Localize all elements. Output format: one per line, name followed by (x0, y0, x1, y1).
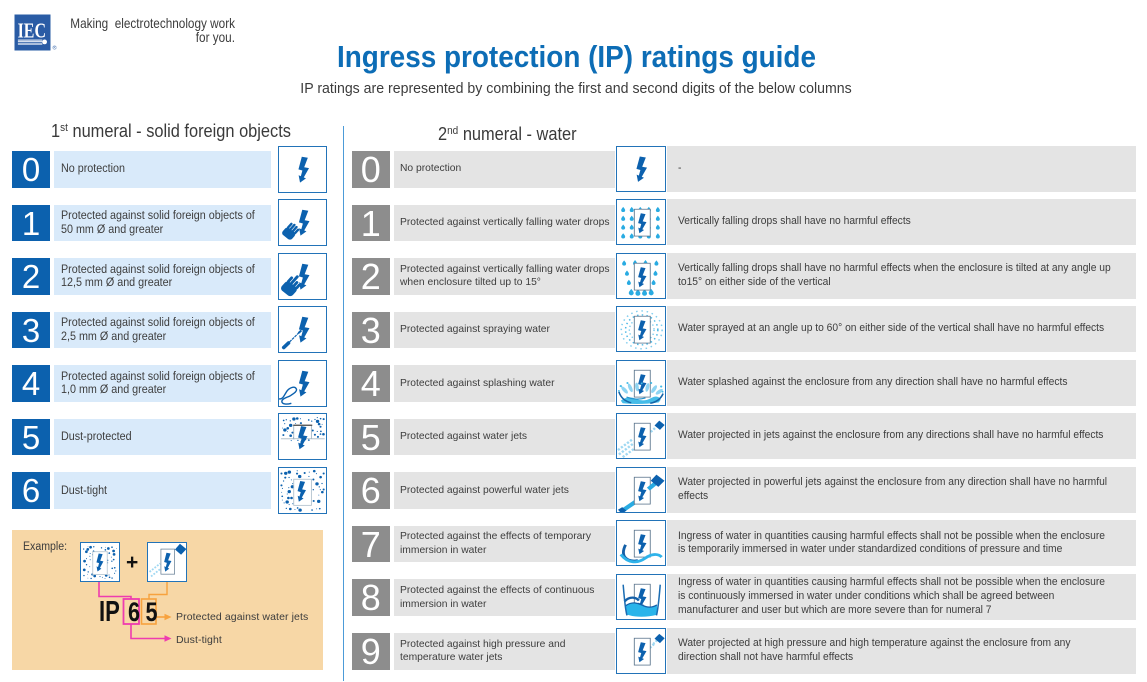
svg-text:®: ® (53, 45, 57, 52)
svg-text:IEC: IEC (18, 19, 46, 43)
